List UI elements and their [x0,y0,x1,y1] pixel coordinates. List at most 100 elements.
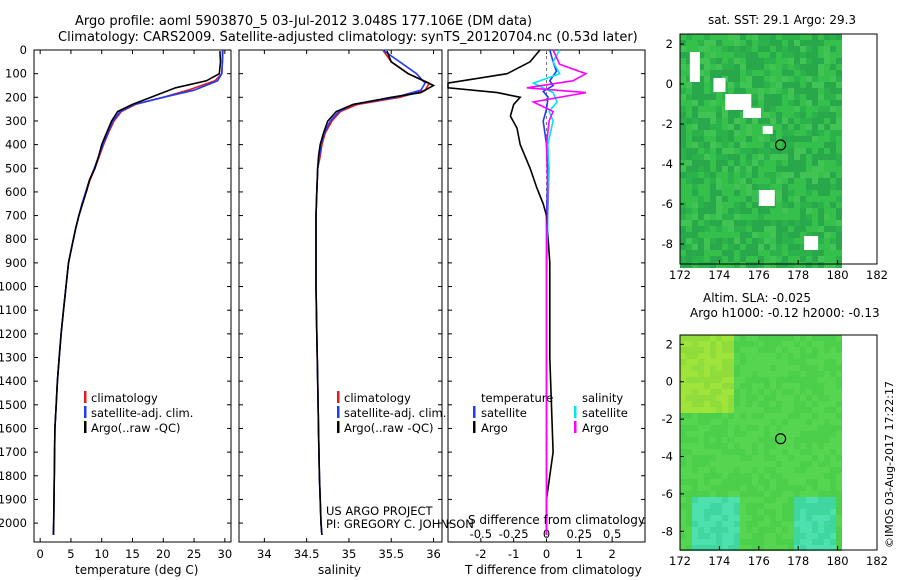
map-cell [710,443,716,449]
map-cell [806,250,812,256]
map-cell [788,395,794,401]
map-cell [722,521,728,527]
map-cell [698,383,704,389]
map-cell [740,142,746,148]
map-cell [830,262,836,268]
map-cell [800,214,806,220]
t-difference-xlabel: T difference from climatology [464,563,642,577]
temperature-xlabel: temperature (deg C) [75,563,198,577]
map-cell [830,509,836,515]
map-cell [746,214,752,220]
map-cell [806,359,812,365]
map-cell [698,479,704,485]
map-cell [764,389,770,395]
map-cell [800,232,806,238]
map-cell [686,172,692,178]
map-cell [764,377,770,383]
map-cell [698,244,704,250]
map-cell [728,479,734,485]
map-cell [758,94,764,100]
map-cell [734,154,740,160]
temperature-panel [33,49,232,543]
legend-swatch-climatology [84,391,87,403]
legend-swatch-t-satellite [473,406,476,418]
map-cell [728,407,734,413]
map-cell [776,250,782,256]
map-cell [782,353,788,359]
map-cell [752,467,758,473]
map-cell [776,94,782,100]
map-cell [710,485,716,491]
map-cell [716,172,722,178]
map-cell [812,208,818,214]
map-cell [716,52,722,58]
map-cell [776,226,782,232]
map-cell [716,383,722,389]
map-cell [812,509,818,515]
map-cell [710,94,716,100]
map-cell [716,473,722,479]
map-cell [812,148,818,154]
map-cell [692,262,698,268]
map-cell [758,419,764,425]
map-cell [722,202,728,208]
temperature-legend: climatology satellite-adj. clim. Argo(..… [84,391,193,435]
map-cell [788,353,794,359]
map-cell [710,70,716,76]
map-cell [716,190,722,196]
map-cell [686,46,692,52]
map-cell [770,467,776,473]
map-cell [692,545,698,551]
map-cell [800,238,806,244]
map-cell [716,118,722,124]
map-cell [704,473,710,479]
map-cell [698,407,704,413]
map-cell [836,395,842,401]
map-cell [686,112,692,118]
map-cell [836,88,842,94]
map-cell [800,335,806,341]
map-cell [686,118,692,124]
map-cell [764,64,770,70]
map-cell [812,497,818,503]
map-cell [734,136,740,142]
map-cell [764,34,770,40]
map-cell [698,208,704,214]
map-cell [680,425,686,431]
map-cell [830,112,836,118]
map-cell [758,347,764,353]
map-cell [716,46,722,52]
map-cell [782,347,788,353]
map-cell [740,148,746,154]
map-cell [824,160,830,166]
map-cell [740,491,746,497]
map-cell [788,389,794,395]
map-cell [752,130,758,136]
map-cell [830,527,836,533]
map-cell [818,395,824,401]
map-cell [722,503,728,509]
map-cell [758,497,764,503]
map-cell [800,455,806,461]
map-cell [794,160,800,166]
map-cell [710,34,716,40]
map-cell [716,449,722,455]
map-cell [710,527,716,533]
map-cell [824,88,830,94]
map-cell [722,40,728,46]
map-cell [680,539,686,545]
map-cell [818,58,824,64]
map-y-tick-label: -4 [662,450,673,464]
map-cell [794,545,800,551]
map-cell [716,64,722,70]
map-cell [818,389,824,395]
map-cell [740,112,746,118]
map-cell [776,401,782,407]
map-cell [812,34,818,40]
map-cell [686,166,692,172]
map-cell [704,94,710,100]
x-tick-label: 34.5 [294,547,320,561]
map-cell [824,509,830,515]
map-cell [770,449,776,455]
map-cell [836,82,842,88]
